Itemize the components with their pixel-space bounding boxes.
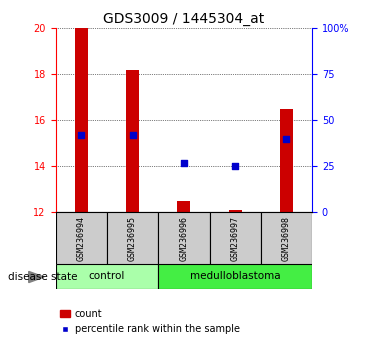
Bar (280, 109, 293, 212)
Text: GSM236998: GSM236998 (282, 216, 291, 261)
Point (129, 132, 136, 138)
Bar (75, 28, 88, 212)
Text: GSM236995: GSM236995 (128, 216, 137, 261)
Bar (158, 212, 210, 264)
Text: GSM236997: GSM236997 (231, 216, 240, 261)
Point (232, 164, 238, 169)
Bar (229, 210, 242, 212)
Title: GDS3009 / 1445304_at: GDS3009 / 1445304_at (103, 12, 265, 26)
Text: control: control (89, 271, 125, 281)
Bar (177, 201, 190, 212)
Point (181, 160, 187, 166)
Text: GSM236994: GSM236994 (77, 216, 86, 261)
Text: medulloblastoma: medulloblastoma (190, 271, 280, 281)
Text: disease state: disease state (8, 272, 77, 282)
Bar (210, 212, 261, 264)
Text: GSM236996: GSM236996 (179, 216, 188, 261)
Bar (126, 70, 139, 212)
Bar (56, 264, 158, 289)
Point (283, 136, 290, 142)
Legend: count, percentile rank within the sample: count, percentile rank within the sample (61, 309, 240, 334)
Bar (158, 264, 312, 289)
Polygon shape (29, 272, 44, 282)
Bar (56, 212, 107, 264)
Bar (107, 212, 158, 264)
Point (78, 132, 84, 138)
Bar (261, 212, 312, 264)
